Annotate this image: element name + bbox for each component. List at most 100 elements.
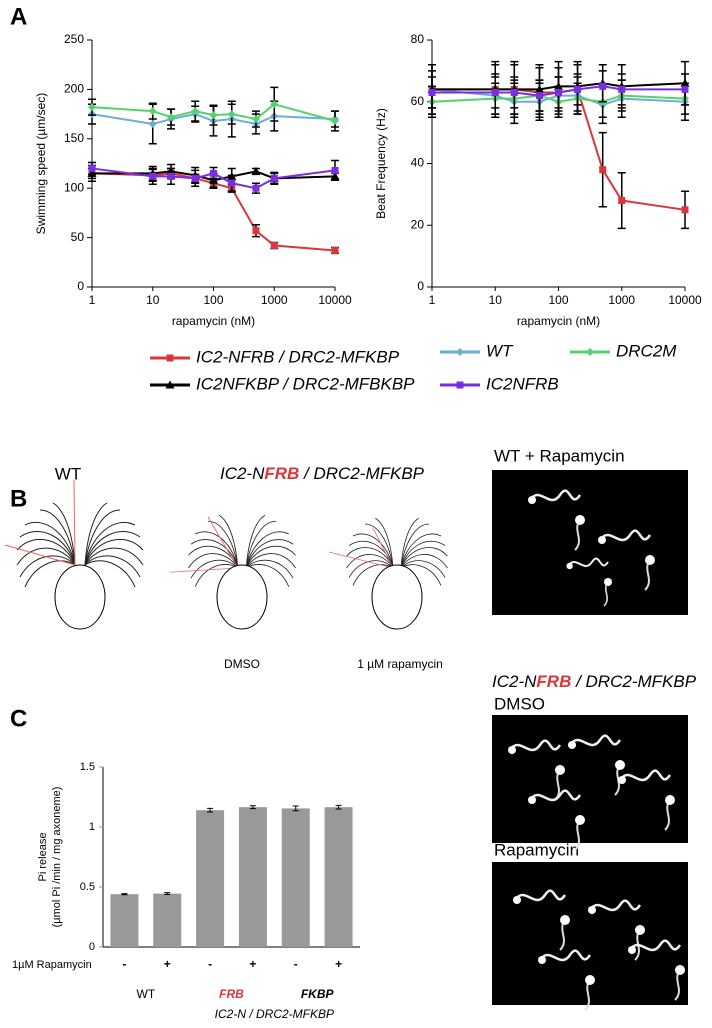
- y-axis-title: Beat Frequency (Hz): [374, 108, 388, 219]
- group-title: IC2-N / DRC2-MFKBP: [215, 1007, 334, 1021]
- marker: [456, 381, 464, 389]
- marker: [574, 85, 582, 93]
- y-tick-label: 1: [89, 821, 95, 833]
- marker: [148, 119, 157, 128]
- marker: [210, 169, 217, 177]
- bar: [110, 894, 139, 947]
- y-tick-label: 0: [77, 279, 84, 293]
- legend-label: IC2-NFRB / DRC2-MFKBP: [196, 347, 400, 366]
- marker: [681, 85, 689, 93]
- legend-label: IC2NFKBP / DRC2-MFBKBP: [196, 374, 415, 393]
- y-tick-label: 80: [411, 32, 425, 46]
- marker: [599, 82, 607, 90]
- root: ABCD050100150200250110100100010000rapamy…: [10, 3, 702, 1021]
- y-tick-label: 0: [417, 279, 424, 293]
- y-tick-label: 20: [411, 217, 425, 231]
- y-tick-label: 200: [64, 82, 84, 96]
- marker: [586, 348, 594, 356]
- marker: [88, 164, 96, 172]
- marker: [252, 184, 260, 192]
- panel-label: C: [10, 705, 27, 732]
- marker: [88, 103, 96, 112]
- legend-label: DRC2M: [616, 341, 677, 360]
- marker: [209, 111, 218, 120]
- x-tick-label: 1: [429, 293, 436, 307]
- marker: [191, 107, 200, 116]
- marker: [510, 88, 518, 96]
- marker: [456, 348, 464, 356]
- marker: [191, 174, 199, 182]
- marker: [555, 88, 562, 96]
- marker: [270, 242, 278, 250]
- x-tick-label: 10000: [668, 293, 702, 307]
- marker: [618, 85, 626, 93]
- bar: [324, 807, 353, 947]
- label: Rapamycin: [494, 840, 579, 859]
- marker: [599, 166, 607, 174]
- marker: [618, 197, 626, 205]
- marker: [491, 88, 499, 96]
- x-tick-label: +: [335, 957, 342, 971]
- label: 1 µM rapamycin: [357, 657, 443, 671]
- title-part: IC2-N: [220, 464, 265, 483]
- bar: [281, 808, 310, 947]
- x-axis-title: rapamycin (nM): [172, 314, 255, 328]
- marker: [148, 107, 157, 116]
- title-part: FRB: [536, 672, 571, 691]
- title: IC2-NFRB / DRC2-MFKBP: [220, 464, 425, 483]
- x-tick-label: 1000: [261, 293, 288, 307]
- marker: [165, 380, 175, 389]
- x-axis-title: rapamycin (nM): [517, 314, 600, 328]
- title: IC2-NFRB / DRC2-MFKBP: [492, 672, 697, 691]
- x-tick-label: 100: [203, 293, 223, 307]
- x-tick-label: 10: [146, 293, 160, 307]
- y-axis-title: Pi release: [37, 833, 49, 882]
- marker: [227, 110, 236, 119]
- bar: [153, 893, 182, 947]
- y-tick-label: 60: [411, 94, 425, 108]
- x-tick-label: 100: [548, 293, 568, 307]
- marker: [331, 166, 339, 174]
- waveform-diagrams: [4, 479, 448, 630]
- label: DMSO: [224, 657, 260, 671]
- x-tick-label: +: [249, 957, 256, 971]
- y-axis-title: (µmol Pi /min / mg axoneme): [51, 787, 63, 928]
- error-bar: [207, 807, 214, 813]
- x-tick-label: -: [122, 957, 126, 971]
- x-tick-label: 1000: [608, 293, 635, 307]
- y-tick-label: 100: [64, 180, 84, 194]
- error-bar: [335, 804, 342, 810]
- x-tick-label: -: [208, 957, 212, 971]
- x-tick-label: 10000: [318, 293, 352, 307]
- y-tick-label: 1.5: [80, 761, 95, 773]
- group-label: FRB: [219, 987, 244, 1001]
- marker: [166, 354, 174, 362]
- y-tick-label: 40: [411, 156, 425, 170]
- group-label: WT: [137, 987, 156, 1001]
- y-tick-label: 0.5: [80, 881, 95, 893]
- y-tick-label: 50: [71, 230, 85, 244]
- legend-label: WT: [486, 341, 514, 360]
- x-tick-label: -: [294, 957, 298, 971]
- marker: [270, 174, 278, 182]
- error-bar: [249, 805, 256, 810]
- label: WT + Rapamycin: [494, 446, 625, 465]
- marker: [252, 227, 260, 235]
- micrographs: [492, 470, 688, 1012]
- x-tick-label: 1: [89, 293, 96, 307]
- label: DMSO: [494, 694, 545, 713]
- error-bar: [292, 805, 299, 812]
- bar: [238, 807, 267, 947]
- marker: [167, 113, 176, 122]
- row-label: 1µM Rapamycin: [12, 959, 92, 971]
- marker: [535, 92, 543, 100]
- title-part: / DRC2-MFKBP: [299, 464, 424, 483]
- marker: [167, 172, 175, 180]
- marker: [251, 115, 260, 124]
- group-label: FKBP: [301, 987, 335, 1001]
- marker: [331, 246, 339, 254]
- y-tick-label: 150: [64, 131, 84, 145]
- marker: [149, 172, 157, 180]
- y-tick-label: 250: [64, 32, 84, 46]
